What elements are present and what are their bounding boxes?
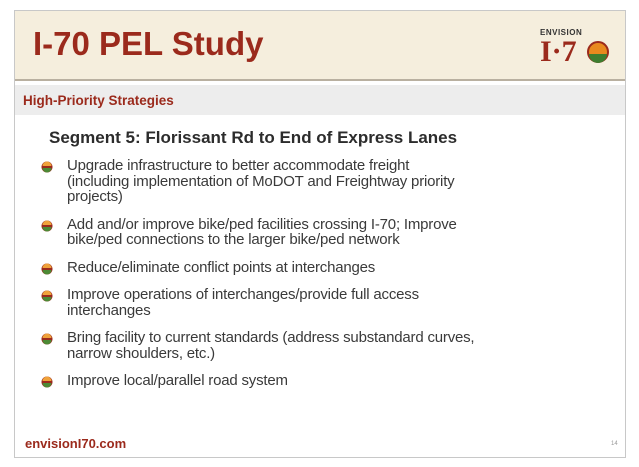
bullet-icon (41, 263, 53, 274)
bullet-text: bike/ped connections to the larger bike/… (67, 231, 400, 248)
logo-text: I·7 (540, 35, 577, 68)
bullet-item: Reduce/eliminate conflict points at inte… (39, 258, 619, 276)
logo-text: ENVISION (540, 28, 583, 37)
page-number: 14 (611, 441, 618, 447)
subtitle-band (15, 85, 625, 115)
title: I-70 PEL Study (33, 25, 264, 62)
bullet-text: interchanges (67, 301, 151, 319)
header-band (15, 11, 625, 81)
bullet-item: Bring facility to current standards (add… (39, 330, 619, 361)
bullet-list: Upgrade infrastructure to better accommo… (39, 158, 619, 401)
bullet-icon (41, 333, 53, 345)
bullet-icon (41, 220, 53, 231)
bullet-text: Improve operations of interchanges/provi… (67, 286, 419, 303)
bullet-icon (41, 161, 53, 173)
slide: I-70 PEL Study ENVISION I·7 High-Priorit… (14, 10, 626, 458)
bullet-item: Upgrade infrastructure to better accommo… (39, 158, 619, 205)
bullet-item: Improve operations of interchanges/provi… (39, 287, 619, 318)
bullet-text: Reduce/eliminate conflict points at inte… (67, 258, 376, 276)
bullet-item: Improve local/parallel road system (39, 373, 619, 389)
footer-url: envisionI70.com (25, 436, 127, 451)
bullet-icon (41, 290, 53, 302)
bullet-text: Improve local/parallel road system (67, 372, 288, 389)
bullet-text: Upgrade infrastructure to better accommo… (67, 157, 410, 174)
bullet-text: Add and/or improve bike/ped facilities c… (67, 215, 457, 233)
bullet-icon (41, 376, 53, 388)
bullet-text: (including implementation of MoDOT and F… (67, 172, 455, 190)
logo-sun (587, 41, 609, 63)
bullet-text: Bring facility to current standards (add… (67, 329, 475, 346)
subtitle: High-Priority Strategies (23, 93, 174, 108)
heading: Segment 5: Florissant Rd to End of Expre… (49, 128, 458, 147)
bullet-text: narrow shoulders, etc.) (67, 344, 215, 362)
bullet-item: Add and/or improve bike/ped facilities c… (39, 215, 619, 248)
bullet-text: projects) (67, 188, 123, 205)
